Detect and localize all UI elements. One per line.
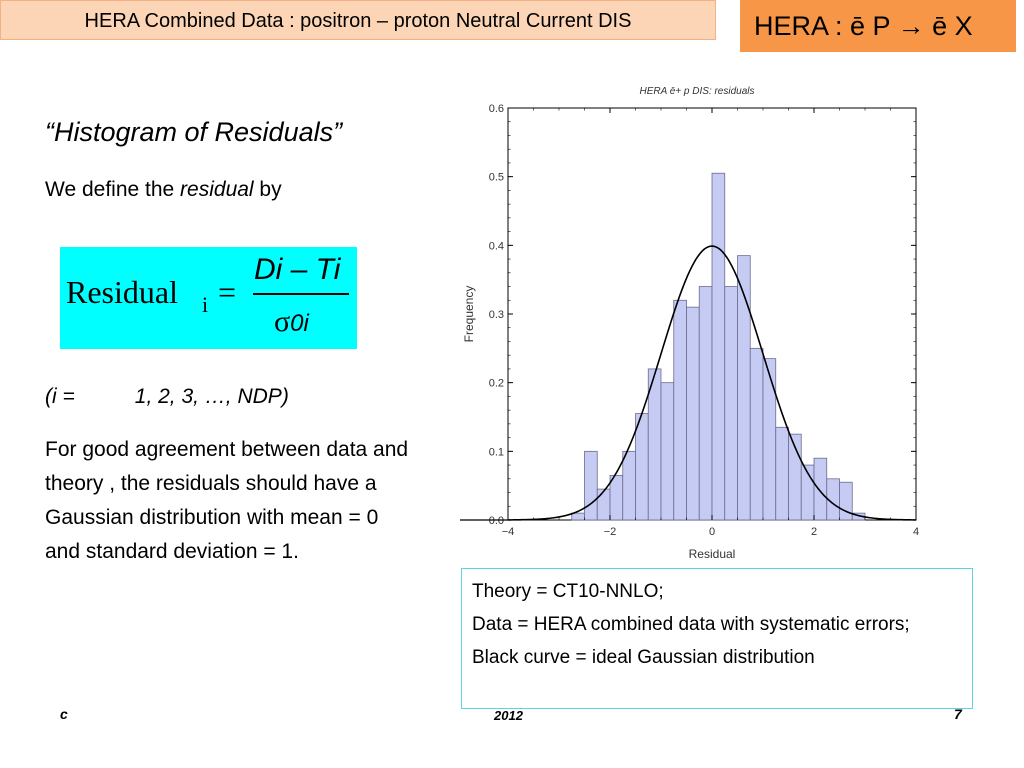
histogram-bar <box>635 413 649 521</box>
formula-word: Residual <box>66 274 178 310</box>
residual-histogram: HERA ē+ p DIS: residuals 0.0 0.1 0.2 0.3 0.4 0… <box>460 86 919 561</box>
histogram-bar <box>724 286 738 521</box>
histogram-bar <box>813 457 828 521</box>
x-tick-label: 4 <box>913 526 919 538</box>
formula-denominator: σ0i <box>274 305 309 339</box>
footer-left: c <box>60 706 68 722</box>
y-tick-label: 0.5 <box>489 172 504 184</box>
y-tick-label: 0.6 <box>489 103 504 115</box>
y-tick-label: 0.1 <box>489 446 504 458</box>
x-tick-label: 0 <box>709 526 715 538</box>
gaussian-curve <box>507 245 917 521</box>
histogram-bar <box>609 474 624 521</box>
histogram-bar <box>749 347 764 521</box>
definition-post: by <box>253 178 282 201</box>
slide-title: HERA Combined Data : positron – proton N… <box>84 10 632 32</box>
denominator-subscript: 0i <box>290 310 309 337</box>
legend-line-theory: Theory = CT10-NNLO; <box>472 581 664 602</box>
legend-line-curve: Black curve = ideal Gaussian distributio… <box>472 647 815 668</box>
histogram-bar <box>622 450 636 521</box>
y-tick-label: 0.2 <box>489 378 504 390</box>
formula-subscript: i <box>202 292 209 317</box>
index-pre: (i = <box>45 385 75 408</box>
y-axis-label: Frequency <box>462 286 476 343</box>
histogram-bar <box>839 481 853 521</box>
histogram-bar <box>571 512 585 521</box>
histogram-bar <box>711 172 726 521</box>
legend-box: Theory = CT10-NNLO; Data = HERA combined… <box>461 568 973 709</box>
index-post: 1, 2, 3, …, NDP) <box>134 385 289 408</box>
x-axis-label: Residual <box>689 547 736 561</box>
slide-title-banner: HERA Combined Data : positron – proton N… <box>0 0 716 40</box>
footer-page-number: 7 <box>954 706 962 722</box>
x-tick-label: −2 <box>604 526 617 538</box>
formula-numerator: Di – Ti <box>254 253 341 286</box>
footer-year: 2012 <box>494 708 523 723</box>
process-label: HERA : ē P → ē X <box>754 11 973 41</box>
chart-title: HERA ē+ p DIS: residuals <box>640 86 755 97</box>
histogram-bar <box>762 358 777 521</box>
definition-line: We define the residual by <box>45 178 282 202</box>
histogram-bar <box>596 488 611 521</box>
process-banner: HERA : ē P → ē X <box>740 0 1016 52</box>
histogram-bar <box>673 299 687 521</box>
histogram-bar <box>775 426 789 521</box>
y-tick-label: 0.0 <box>489 515 504 527</box>
x-tick-label: 2 <box>811 526 817 538</box>
histogram-bar <box>660 382 675 521</box>
y-tick-label: 0.3 <box>489 309 504 321</box>
residual-formula: Residual i = Di – Ti σ0i <box>60 247 357 349</box>
legend-line-data: Data = HERA combined data with systemati… <box>472 614 910 635</box>
sigma-symbol: σ <box>274 305 291 338</box>
definition-pre: We define the <box>45 178 181 201</box>
y-tick-label: 0.4 <box>489 240 504 252</box>
section-heading: “Histogram of Residuals” <box>45 117 343 147</box>
index-range: (i = 1, 2, 3, …, NDP) <box>45 385 289 409</box>
definition-emphasis: residual <box>180 178 254 201</box>
x-tick-label: −4 <box>502 526 515 538</box>
histogram-bar <box>698 286 713 521</box>
formula-equals: = <box>218 274 237 310</box>
fraction-bar <box>253 293 349 295</box>
histogram-bar <box>647 368 662 521</box>
histogram-bar <box>686 306 700 521</box>
histogram-bar <box>584 450 598 521</box>
agreement-paragraph: For good agreement between data and theo… <box>45 438 409 563</box>
